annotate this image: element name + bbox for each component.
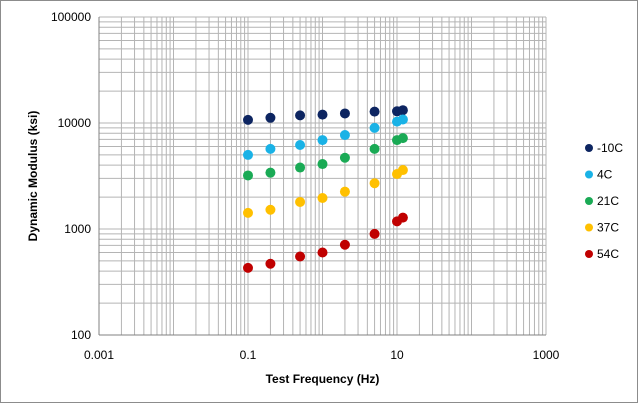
data-points bbox=[243, 105, 408, 273]
data-point bbox=[397, 165, 408, 176]
data-point bbox=[397, 105, 408, 116]
legend-item: -10C bbox=[585, 141, 623, 155]
series-54C bbox=[243, 212, 408, 273]
data-point bbox=[369, 228, 380, 239]
data-point bbox=[295, 251, 306, 262]
data-point bbox=[265, 143, 276, 154]
data-point bbox=[397, 212, 408, 223]
data-point bbox=[317, 193, 328, 204]
series-37C bbox=[243, 165, 408, 218]
data-point bbox=[369, 122, 380, 133]
data-point bbox=[369, 143, 380, 154]
legend-marker bbox=[585, 144, 593, 152]
x-tick-label: 0.1 bbox=[240, 348, 257, 362]
x-tick-label: 10 bbox=[390, 348, 404, 362]
x-tick-label: 0.001 bbox=[84, 348, 114, 362]
series-4C bbox=[243, 114, 408, 160]
legend-item: 4C bbox=[585, 168, 613, 182]
data-point bbox=[317, 135, 328, 146]
axes bbox=[98, 17, 546, 336]
x-tick-label: 1000 bbox=[533, 348, 560, 362]
y-tick-label: 10000 bbox=[58, 116, 92, 130]
y-tick-label: 1000 bbox=[64, 222, 91, 236]
legend-marker bbox=[585, 197, 593, 205]
x-axis-title: Test Frequency (Hz) bbox=[266, 372, 380, 386]
legend-label: 37C bbox=[597, 221, 619, 235]
data-point bbox=[243, 207, 253, 218]
y-tick-label: 100000 bbox=[51, 10, 91, 24]
data-point bbox=[339, 152, 350, 163]
data-point bbox=[243, 170, 253, 181]
legend-label: 21C bbox=[597, 194, 619, 208]
series--10C bbox=[243, 105, 408, 125]
legend-label: 54C bbox=[597, 247, 619, 261]
tick-labels: 0.001 0.1 10 1000 100 1000 10000 100000 bbox=[51, 10, 560, 362]
data-point bbox=[339, 108, 350, 119]
grid-lines bbox=[98, 16, 547, 336]
legend-marker bbox=[585, 170, 593, 179]
legend-marker bbox=[585, 250, 593, 258]
legend: -10C 4C 21C 37C 54C bbox=[585, 141, 623, 261]
data-point bbox=[369, 106, 380, 117]
data-point bbox=[369, 178, 380, 189]
data-point bbox=[339, 130, 350, 141]
legend-item: 21C bbox=[585, 194, 619, 208]
y-axis-title: Dynamic Modulus (ksi) bbox=[26, 111, 40, 242]
data-point bbox=[295, 196, 306, 207]
series-21C bbox=[243, 133, 408, 181]
data-point bbox=[265, 112, 276, 123]
data-point bbox=[295, 140, 306, 151]
data-point bbox=[339, 239, 350, 250]
data-point bbox=[265, 204, 276, 215]
data-point bbox=[317, 247, 328, 258]
legend-item: 37C bbox=[585, 221, 619, 235]
legend-label: 4C bbox=[597, 168, 613, 182]
legend-item: 54C bbox=[585, 247, 619, 261]
data-point bbox=[295, 110, 306, 121]
data-point bbox=[397, 114, 408, 125]
legend-label: -10C bbox=[597, 141, 623, 155]
data-point bbox=[339, 186, 350, 197]
data-point bbox=[397, 133, 408, 144]
data-point bbox=[243, 262, 253, 273]
data-point bbox=[295, 162, 306, 173]
y-tick-label: 100 bbox=[71, 328, 91, 342]
data-point bbox=[317, 109, 328, 120]
data-point bbox=[243, 149, 253, 160]
data-point bbox=[243, 114, 253, 125]
legend-marker bbox=[585, 223, 593, 232]
data-point bbox=[265, 258, 276, 269]
data-point bbox=[265, 167, 276, 178]
data-point bbox=[317, 159, 328, 170]
